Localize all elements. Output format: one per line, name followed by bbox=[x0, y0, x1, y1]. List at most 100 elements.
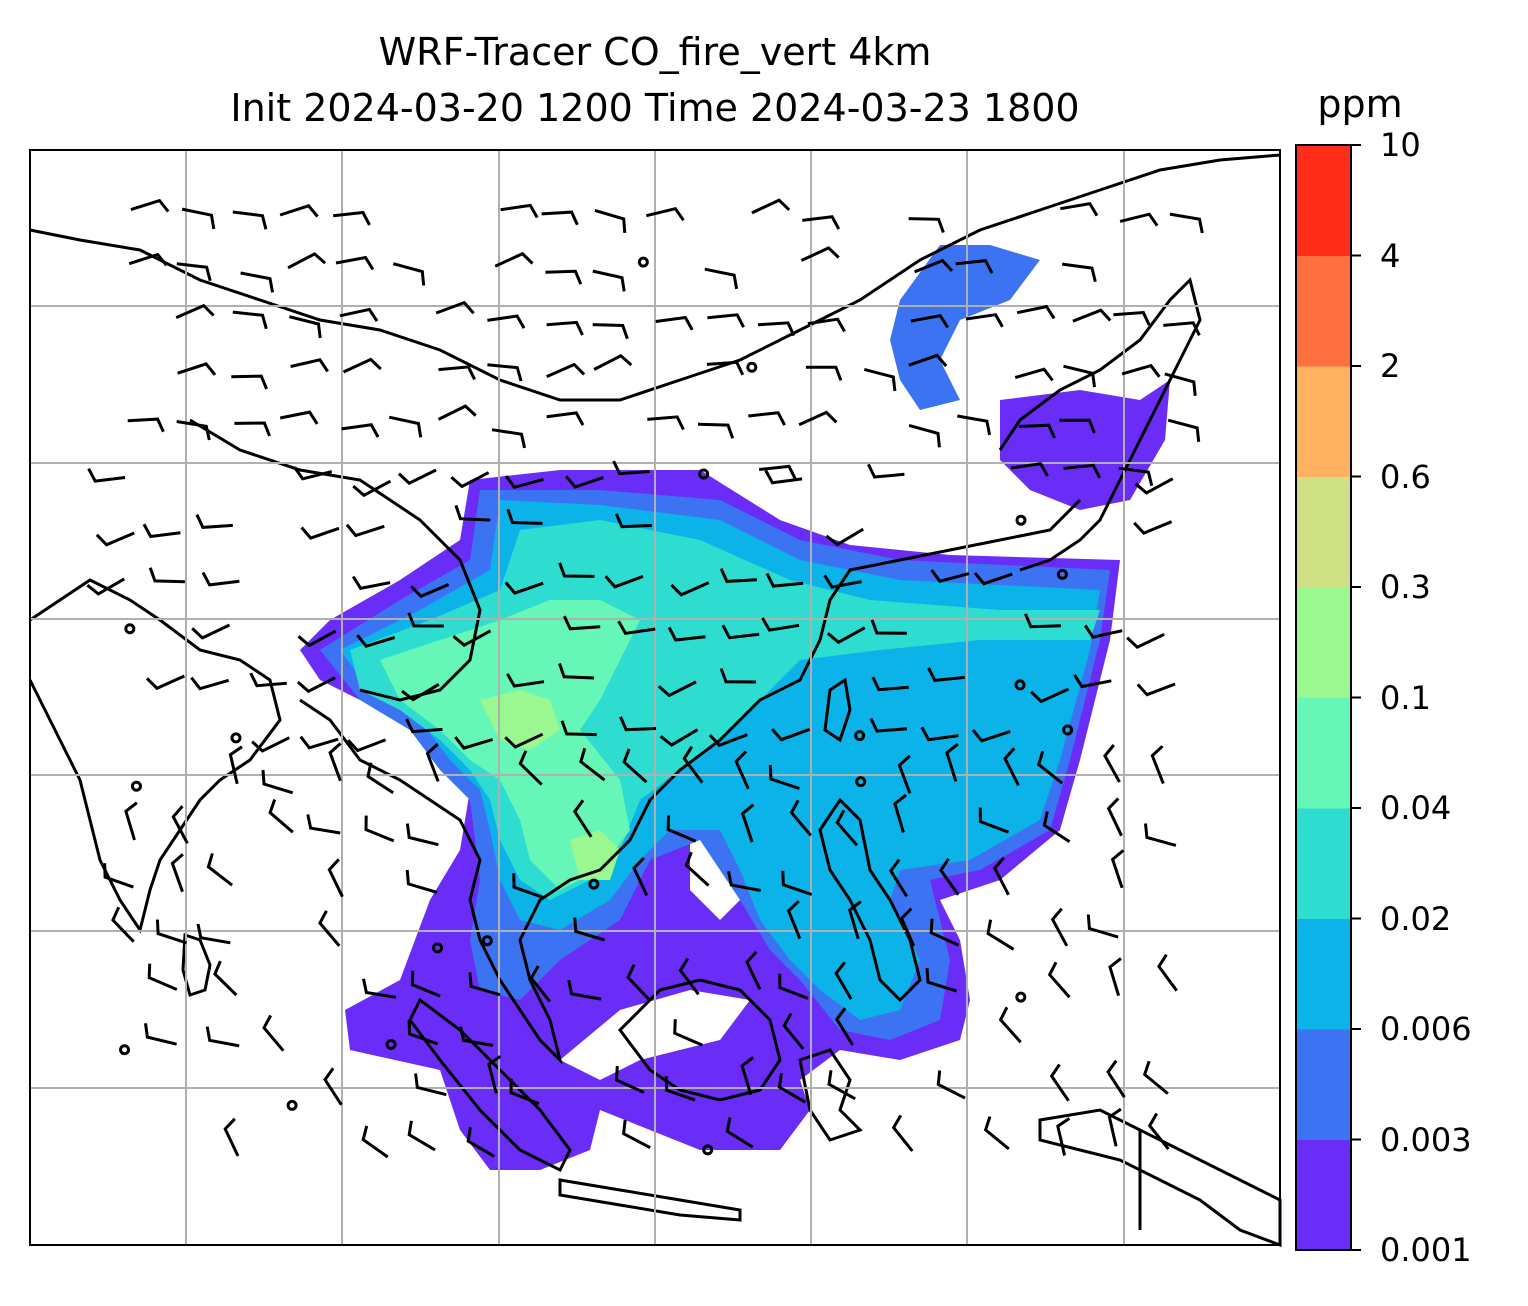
coast-java bbox=[558, 1178, 742, 1222]
wind-calm-marker bbox=[286, 1099, 298, 1111]
wind-barb bbox=[1147, 1112, 1170, 1151]
wind-barb bbox=[789, 799, 812, 837]
wind-barb bbox=[142, 523, 181, 539]
wind-barb bbox=[939, 857, 960, 896]
wind-barb bbox=[835, 809, 859, 847]
wind-barb bbox=[1050, 907, 1069, 947]
colorbar-segment bbox=[1296, 366, 1351, 477]
wind-calm-marker bbox=[230, 732, 242, 744]
wind-barb bbox=[647, 415, 685, 431]
wind-barb bbox=[930, 569, 970, 584]
wind-barb bbox=[438, 365, 476, 381]
wind-barb bbox=[397, 468, 437, 486]
wind-barb bbox=[758, 464, 797, 480]
wind-barb bbox=[807, 317, 846, 333]
wind-barb bbox=[128, 252, 168, 267]
wind-barb bbox=[111, 906, 135, 943]
wind-barb bbox=[727, 871, 761, 892]
wind-barb bbox=[195, 514, 233, 529]
wind-calm-marker bbox=[1015, 514, 1027, 526]
wind-barb bbox=[719, 668, 757, 684]
colorbar-tick-label: 2 bbox=[1380, 347, 1401, 385]
wind-barb bbox=[893, 793, 907, 833]
wind-barb bbox=[293, 466, 333, 481]
colorbar-segment bbox=[1296, 476, 1351, 588]
wind-barb bbox=[287, 252, 327, 270]
wind-barb bbox=[666, 815, 697, 843]
wind-barb bbox=[1073, 673, 1112, 689]
wind-barb bbox=[1106, 797, 1123, 837]
wind-barb bbox=[124, 801, 138, 841]
wind-barb bbox=[392, 262, 426, 286]
wind-barb bbox=[594, 208, 627, 234]
wind-barb bbox=[957, 414, 992, 436]
wind-barb bbox=[1049, 1063, 1070, 1102]
wind-barb bbox=[592, 323, 629, 340]
wind-barb bbox=[171, 805, 189, 845]
wind-barb bbox=[261, 769, 294, 795]
colorbar-segment bbox=[1296, 145, 1351, 256]
wind-barb bbox=[504, 475, 544, 490]
wind-barb bbox=[234, 421, 271, 437]
wind-barb bbox=[768, 764, 800, 790]
wind-barb bbox=[1121, 363, 1161, 378]
wind-barb bbox=[176, 420, 211, 441]
wind-barb bbox=[593, 354, 633, 371]
wind-barb bbox=[782, 1012, 805, 1050]
wind-barb bbox=[504, 732, 544, 749]
wind-barb bbox=[240, 271, 275, 293]
wind-barb bbox=[546, 362, 586, 378]
colorbar-segment bbox=[1296, 587, 1351, 698]
wind-barb bbox=[1060, 201, 1099, 217]
wind-barb bbox=[190, 676, 230, 691]
wind-barb bbox=[512, 873, 543, 899]
colorbar-segment bbox=[1296, 918, 1351, 1030]
wind-barb bbox=[1119, 212, 1159, 227]
wind-calm-marker bbox=[481, 935, 493, 947]
wind-barb bbox=[617, 620, 656, 636]
wind-barb bbox=[103, 863, 134, 889]
wind-barb bbox=[148, 567, 185, 584]
wind-barb bbox=[351, 575, 391, 590]
wind-barb bbox=[869, 717, 908, 733]
gridlines bbox=[30, 150, 1280, 1245]
wind-barb bbox=[545, 269, 583, 285]
wind-barb bbox=[504, 581, 544, 595]
wind-barb bbox=[965, 313, 1004, 328]
wind-barb bbox=[366, 762, 394, 795]
wind-barb bbox=[897, 754, 912, 794]
wind-calm-marker bbox=[1056, 568, 1068, 580]
wind-calm-marker bbox=[702, 1144, 714, 1156]
wind-barb bbox=[978, 807, 1010, 834]
wind-barb bbox=[450, 471, 490, 489]
wind-barb bbox=[335, 255, 375, 271]
wind-barb bbox=[673, 1019, 703, 1047]
wind-barb bbox=[341, 423, 380, 438]
wind-barb bbox=[621, 1119, 651, 1150]
wind-barb bbox=[659, 728, 699, 747]
wind-barb bbox=[228, 745, 243, 785]
coast-borneo bbox=[618, 978, 782, 1102]
wind-barb bbox=[1003, 747, 1020, 787]
wind-barb bbox=[823, 574, 862, 589]
coast-korea-japan bbox=[998, 277, 1202, 572]
wind-barb bbox=[231, 374, 268, 390]
wind-barb bbox=[867, 463, 905, 479]
wind-barb bbox=[279, 204, 319, 218]
wind-barb bbox=[213, 960, 238, 997]
wind-barb bbox=[145, 674, 186, 691]
wind-barb bbox=[564, 475, 604, 489]
coast-sulawesi bbox=[798, 1048, 863, 1142]
plume-north bbox=[890, 245, 1040, 410]
wind-barb bbox=[388, 415, 423, 438]
wind-barb bbox=[130, 198, 170, 213]
wind-barb bbox=[1142, 1060, 1169, 1095]
wind-barb bbox=[558, 663, 595, 680]
wind-barb bbox=[562, 615, 601, 631]
wind-barb bbox=[1062, 262, 1097, 283]
wind-calm-marker bbox=[588, 878, 600, 890]
wind-barb bbox=[170, 853, 184, 893]
wind-barb bbox=[777, 1073, 807, 1104]
wind-barb bbox=[86, 577, 126, 596]
wind-barb bbox=[1107, 1107, 1122, 1147]
